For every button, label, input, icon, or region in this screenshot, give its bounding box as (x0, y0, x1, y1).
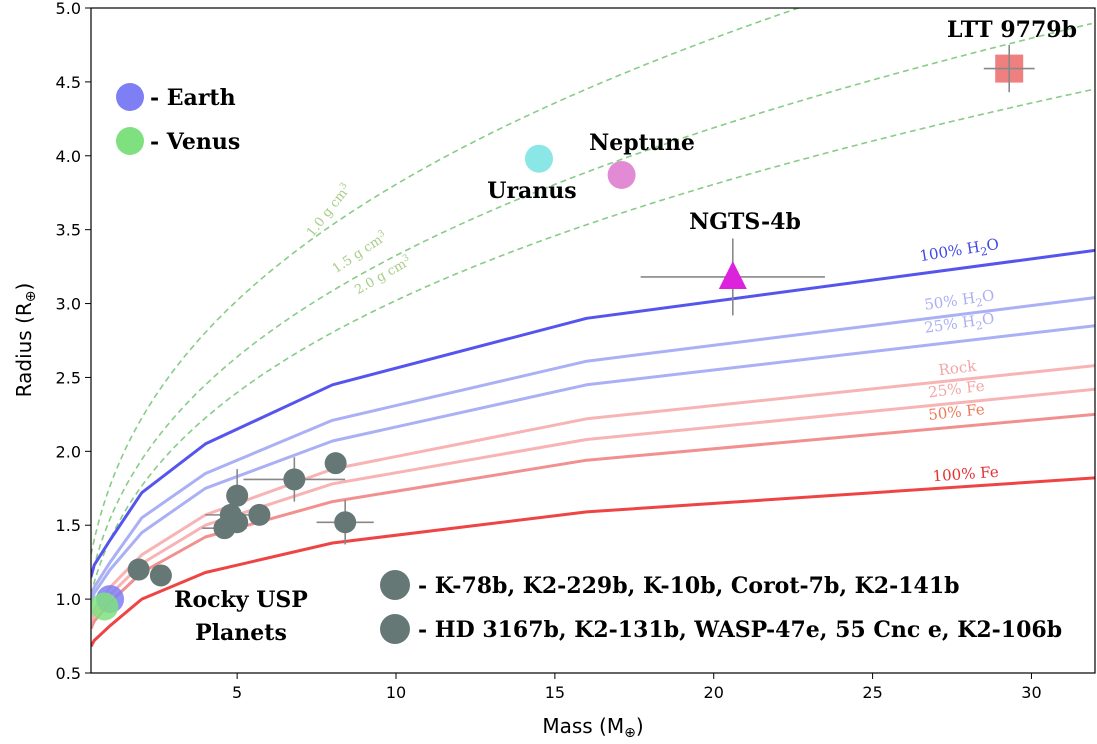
y-tick-label: 3.5 (56, 221, 81, 240)
density-curve-label: 1.0 g cm3 (303, 181, 354, 240)
y-tick-label: 3.0 (56, 295, 81, 314)
usp-legend-label-1: - K-78b, K2-229b, K-10b, Corot-7b, K2-14… (418, 573, 960, 599)
venus-point (91, 592, 119, 621)
x-tick-label: 20 (704, 683, 724, 702)
usp-planet-point (127, 558, 150, 581)
usp-planet-point (248, 503, 271, 526)
earth-legend-marker (116, 83, 144, 111)
planet-points (91, 44, 1035, 621)
density-curve (91, 22, 1092, 579)
usp-legend-marker-2 (380, 614, 410, 644)
plot-area (91, 8, 1095, 648)
composition-curve (91, 248, 1095, 578)
ngts4b-label: NGTS-4b (689, 209, 801, 235)
y-tick-label: 2.5 (56, 368, 81, 387)
usp-legend-marker-1 (380, 570, 410, 600)
ltt9779b-label: LTT 9779b (947, 17, 1077, 43)
usp-label-line1: Rocky USP (174, 587, 308, 613)
x-tick-label: 15 (545, 683, 565, 702)
y-tick-label: 0.5 (56, 664, 81, 683)
composition-curve-label: 50% Fe (927, 400, 985, 424)
x-tick-label: 30 (1021, 683, 1041, 702)
composition-curve-label: Rock (938, 357, 979, 380)
ngts4b-point (718, 260, 747, 289)
venus-legend-label: - Venus (150, 129, 240, 155)
usp-label-line2: Planets (195, 620, 287, 646)
y-tick-label: 5.0 (56, 0, 81, 18)
earth-legend-label: - Earth (150, 85, 236, 111)
usp-planet-point (324, 452, 347, 475)
neptune-point (607, 160, 636, 189)
neptune-label: Neptune (589, 130, 695, 156)
composition-curves (91, 248, 1095, 648)
density-curve (91, 8, 802, 555)
x-tick-label: 5 (232, 683, 242, 702)
composition-curve (91, 324, 1095, 603)
y-tick-label: 4.0 (56, 147, 81, 166)
usp-planet-point (226, 484, 249, 507)
y-tick-label: 1.0 (56, 590, 81, 609)
usp-planet-point (226, 511, 249, 534)
y-tick-label: 1.5 (56, 516, 81, 535)
uranus-label: Uranus (487, 178, 576, 204)
usp-planet-point (149, 564, 172, 587)
usp-legend-label-2: - HD 3167b, K2-131b, WASP-47e, 55 Cnc e,… (418, 617, 1062, 643)
plot-frame (90, 7, 1096, 674)
uranus-point (524, 144, 553, 173)
composition-curve-label: 100% Fe (932, 463, 999, 486)
axis-ticks: 5 10 15 20 25 30 0.5 1.0 1.5 2.0 2.5 3.0 3.5 4.0 4.5 5.… (56, 0, 1042, 702)
density-curves (91, 8, 1092, 595)
usp-planet-point (334, 511, 357, 534)
composition-curve (91, 476, 1095, 648)
x-tick-label: 10 (386, 683, 406, 702)
usp-planet-point (283, 468, 306, 491)
composition-curve-label: 25% Fe (927, 377, 985, 402)
composition-curve-label: 25% H2O (923, 309, 996, 340)
y-axis-label: Radius (R⊕) (12, 283, 39, 398)
composition-curve (91, 296, 1095, 597)
y-tick-label: 4.5 (56, 73, 81, 92)
x-axis-label: Mass (M⊕) (542, 714, 643, 741)
y-tick-label: 2.0 (56, 442, 81, 461)
x-tick-label: 25 (862, 683, 882, 702)
density-curve (91, 88, 1092, 595)
venus-legend-marker (116, 127, 144, 155)
